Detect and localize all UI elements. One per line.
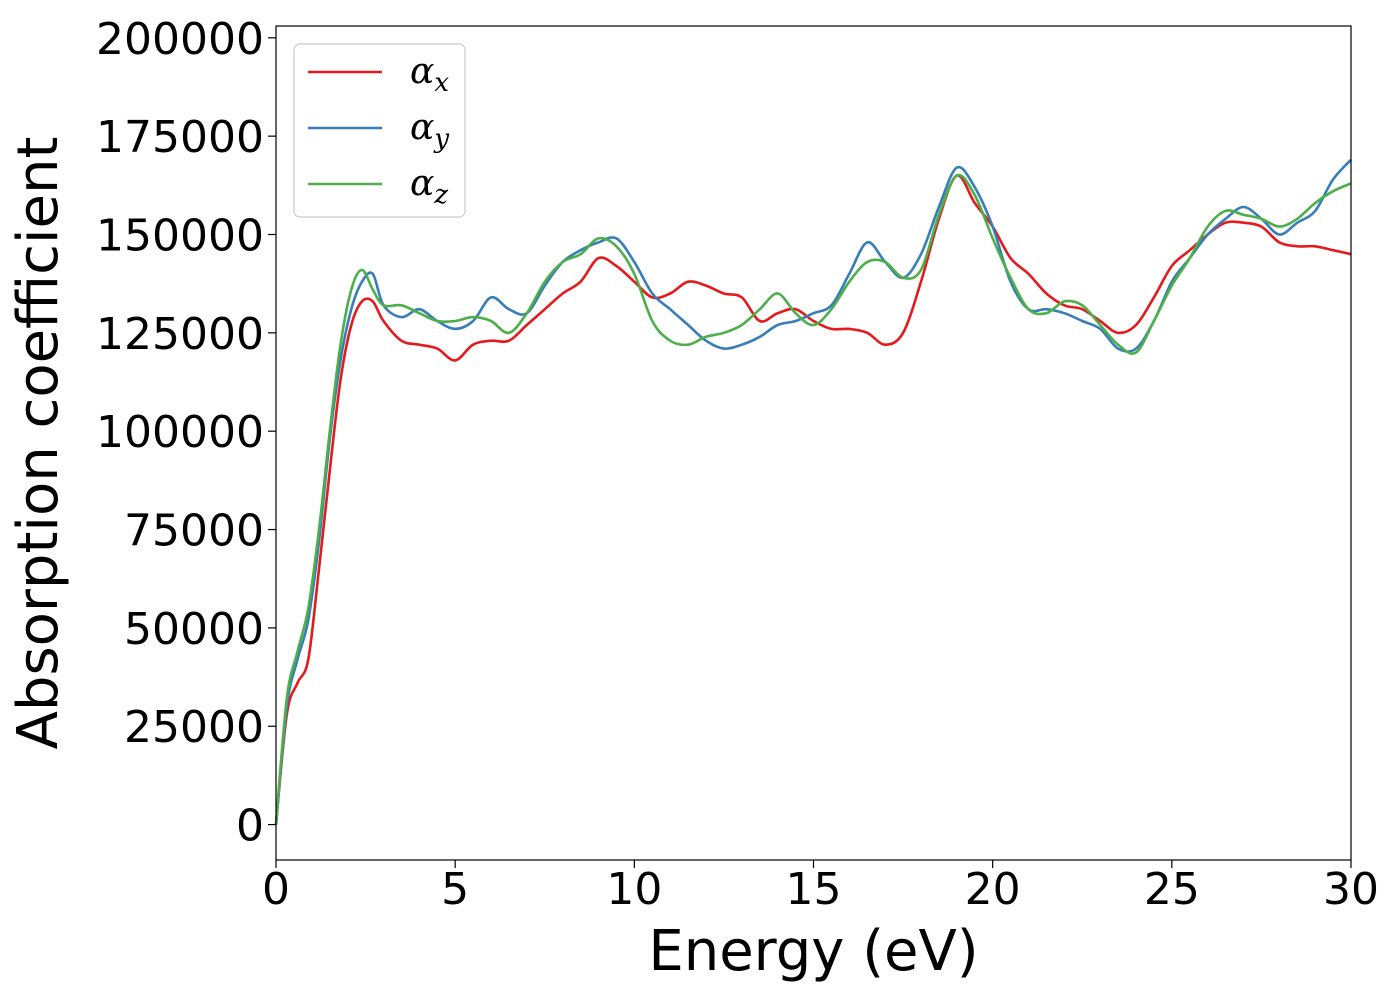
legend-subscript: y	[433, 124, 449, 154]
legend-label-alpha-z: αz	[410, 163, 448, 210]
legend-subscript: x	[434, 68, 449, 98]
x-axis-label: Energy (eV)	[648, 919, 978, 984]
legend-symbol: α	[410, 163, 434, 204]
y-tick-label: 50000	[124, 604, 264, 655]
x-tick-label: 20	[965, 864, 1021, 915]
y-tick-label: 125000	[96, 309, 264, 360]
y-tick-label: 100000	[96, 407, 264, 458]
series-line-alpha-x	[274, 174, 1352, 825]
y-tick-label: 0	[236, 801, 264, 852]
legend-box	[293, 43, 466, 218]
x-tick-label: 30	[1323, 864, 1379, 915]
x-axis-ticks: 0 5 10 15 20 25 30	[262, 860, 1379, 915]
legend-label-alpha-x: αx	[410, 51, 449, 98]
y-tick-label: 25000	[124, 702, 264, 753]
legend-label-alpha-y: αy	[410, 107, 449, 154]
x-tick-label: 5	[441, 864, 469, 915]
y-tick-label: 150000	[96, 211, 264, 262]
y-axis-ticks: 0 25000 50000 75000 100000 125000 150000 175000…	[96, 14, 276, 852]
y-tick-label: 175000	[96, 112, 264, 163]
x-tick-label: 25	[1144, 864, 1200, 915]
y-tick-label: 200000	[96, 14, 264, 65]
series-line-alpha-z	[274, 173, 1352, 825]
y-tick-label: 75000	[124, 506, 264, 557]
series-layer	[274, 158, 1352, 825]
legend-symbol: α	[410, 51, 434, 92]
legend-subscript: z	[433, 180, 448, 210]
legend-symbol: α	[410, 107, 434, 148]
x-tick-label: 10	[606, 864, 662, 915]
y-axis-label: Absorption coefficient	[6, 137, 71, 750]
x-tick-label: 15	[786, 864, 842, 915]
x-tick-label: 0	[262, 864, 290, 915]
